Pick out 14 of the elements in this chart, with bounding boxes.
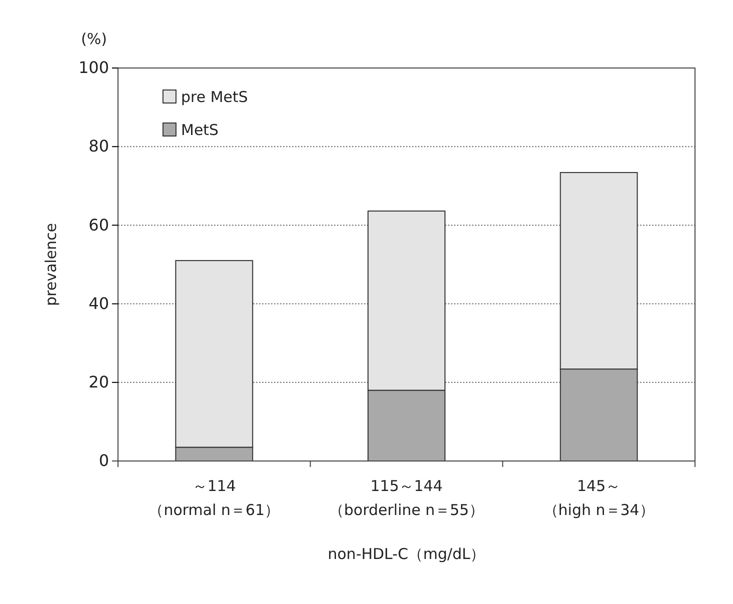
x-axis-title: non-HDL-C（mg/dL）	[328, 545, 486, 563]
x-tick-label: 115～144（borderline n＝55）	[329, 477, 484, 519]
y-tick-label: 40	[88, 294, 109, 313]
x-tick-label: 145～（high n＝34）	[543, 477, 654, 519]
text: (%)	[81, 30, 107, 48]
y-tick-label: 20	[88, 372, 109, 392]
y-tick-label: 80	[88, 136, 109, 156]
y-tick-label: 0	[98, 451, 109, 470]
x-tick-label: ～114（normal n＝61）	[148, 477, 280, 519]
legend-label: pre MetS	[181, 88, 248, 106]
legend-label: MetS	[181, 121, 219, 139]
y-axis-title: prevalence	[42, 222, 60, 306]
y-tick-label: 100	[78, 58, 109, 78]
y-tick-label: 60	[88, 215, 109, 234]
